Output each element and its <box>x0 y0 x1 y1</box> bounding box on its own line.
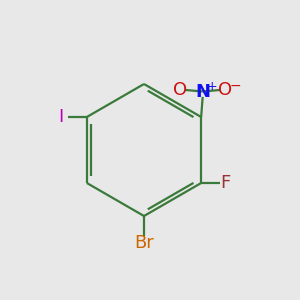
Text: −: − <box>230 79 242 92</box>
Text: O: O <box>173 81 187 99</box>
Text: Br: Br <box>134 234 154 252</box>
Text: O: O <box>218 81 232 99</box>
Text: +: + <box>206 80 217 93</box>
Text: N: N <box>195 82 210 100</box>
Text: I: I <box>59 108 64 126</box>
Text: F: F <box>220 174 231 192</box>
